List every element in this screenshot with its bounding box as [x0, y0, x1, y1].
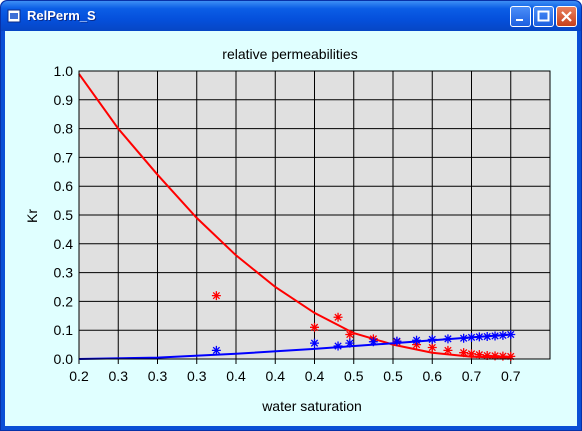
x-tick-label: 0.3 — [148, 368, 168, 384]
x-tick-label: 0.3 — [109, 368, 129, 384]
asterisk-point — [482, 332, 492, 342]
y-tick-label: 0.1 — [54, 322, 74, 338]
x-tick-label: 0.3 — [187, 368, 207, 384]
asterisk-point — [506, 351, 516, 361]
asterisk-point — [211, 345, 221, 355]
asterisk-point — [368, 337, 378, 347]
asterisk-point — [333, 341, 343, 351]
y-tick-label: 0.5 — [54, 207, 74, 223]
x-tick-label: 0.2 — [69, 368, 89, 384]
y-axis-label: Kr — [24, 209, 40, 223]
y-tick-label: 0.3 — [54, 265, 74, 281]
x-tick-label: 0.7 — [501, 368, 521, 384]
close-icon — [561, 11, 572, 22]
y-tick-label: 0.6 — [54, 178, 74, 194]
asterisk-point — [474, 350, 484, 360]
asterisk-point — [490, 351, 500, 361]
grid — [78, 71, 550, 364]
asterisk-point — [490, 331, 500, 341]
asterisk-point — [459, 333, 469, 343]
maximize-icon — [537, 10, 550, 22]
asterisk-point — [427, 342, 437, 352]
asterisk-point — [412, 335, 422, 345]
title-bar[interactable]: RelPerm_S — [1, 1, 581, 31]
chart-title: relative permeabilities — [222, 46, 357, 62]
y-tick-label: 0.7 — [54, 149, 74, 165]
tick-labels: 0.2 0.3 0.3 0.3 0.4 0.4 0.4 0.5 0.5 0.6 0.7 0.70.00… — [54, 63, 521, 384]
asterisk-point — [443, 334, 453, 344]
asterisk-point — [333, 312, 343, 322]
asterisk-point — [459, 348, 469, 358]
y-tick-label: 0.0 — [54, 351, 74, 367]
x-tick-label: 0.4 — [266, 368, 286, 384]
minimize-icon — [516, 19, 523, 21]
asterisk-point — [345, 338, 355, 348]
asterisk-point — [443, 345, 453, 355]
asterisk-point — [345, 330, 355, 340]
asterisk-point — [310, 322, 319, 332]
data-marks — [78, 73, 516, 361]
relperm-chart: relative permeabilities 0.2 0.3 0.3 0.3 0.4 0… — [24, 46, 551, 414]
asterisk-point — [392, 336, 402, 346]
plot-frame — [78, 70, 551, 360]
y-tick-label: 0.8 — [54, 121, 74, 137]
asterisk-point — [498, 330, 508, 340]
x-tick-label: 0.6 — [423, 368, 443, 384]
y-tick-label: 0.2 — [54, 293, 74, 309]
asterisk-point — [211, 291, 221, 301]
client-area: relative permeabilities 0.2 0.3 0.3 0.3 0.4 0… — [5, 31, 577, 426]
asterisk-point — [310, 338, 319, 348]
x-tick-label: 0.7 — [462, 368, 482, 384]
app-icon — [7, 9, 21, 23]
maximize-button[interactable] — [533, 6, 554, 27]
y-tick-label: 0.9 — [54, 92, 74, 108]
asterisk-point — [498, 351, 508, 361]
x-tick-label: 0.5 — [383, 368, 403, 384]
x-axis-label: water saturation — [261, 398, 362, 414]
asterisk-point — [482, 351, 492, 361]
minimize-button[interactable] — [510, 6, 531, 27]
window-title: RelPerm_S — [27, 8, 96, 23]
x-tick-label: 0.4 — [226, 368, 246, 384]
asterisk-point — [427, 334, 437, 344]
asterisk-point — [467, 349, 476, 359]
close-button[interactable] — [556, 6, 577, 27]
y-tick-label: 1.0 — [54, 63, 74, 79]
asterisk-point — [474, 332, 484, 342]
y-tick-label: 0.4 — [54, 236, 74, 252]
asterisk-point — [467, 332, 476, 342]
x-tick-label: 0.4 — [305, 368, 325, 384]
asterisk-point — [506, 330, 516, 340]
x-tick-label: 0.5 — [344, 368, 364, 384]
series-line — [78, 73, 511, 359]
